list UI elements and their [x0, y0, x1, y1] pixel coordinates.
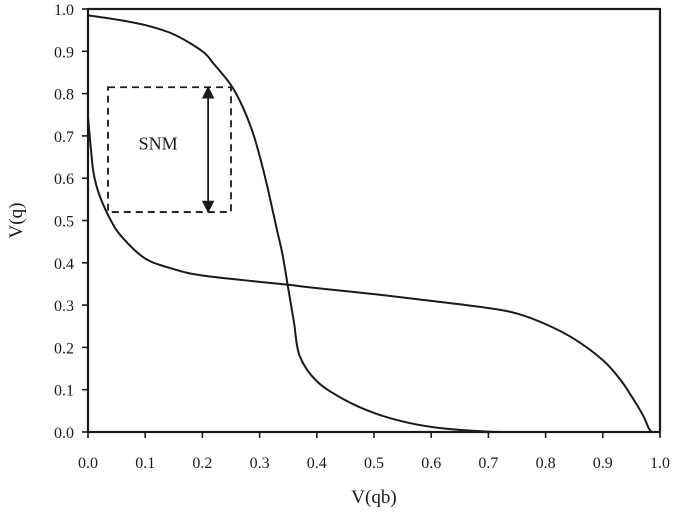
y-tick-label-0: 0.0: [54, 425, 74, 442]
y-tick-label-10: 1.0: [54, 2, 74, 19]
x-tick-label-0: 0.0: [78, 455, 98, 472]
y-tick-label-7: 0.7: [54, 129, 74, 146]
snm-dashed-box: [107, 86, 232, 213]
x-tick-label-10: 1.0: [650, 455, 670, 472]
y-axis-ticks: 0.0 0.1 0.2 0.3 0.4 0.5 0.6 0.7 0.8 0.9 1.0: [54, 2, 88, 442]
x-tick-label-6: 0.6: [421, 455, 441, 472]
curve-1: [87, 14, 506, 433]
plot-area: [86, 7, 662, 434]
x-tick-label-7: 0.7: [478, 455, 498, 472]
x-tick-label-1: 0.1: [135, 455, 155, 472]
y-axis-label: V(q): [6, 203, 27, 239]
x-tick-label-8: 0.8: [536, 455, 556, 472]
plot-frame: [86, 7, 662, 434]
x-tick-label-9: 0.9: [593, 455, 613, 472]
x-tick-label-3: 0.3: [250, 455, 270, 472]
y-tick-label-1: 0.1: [54, 383, 74, 400]
y-tick-label-9: 0.9: [54, 44, 74, 61]
curve-2: [87, 116, 653, 433]
y-tick-label-8: 0.8: [54, 87, 74, 104]
x-axis-ticks: 0.0 0.1 0.2 0.3 0.4 0.5 0.6 0.7 0.8 0.9 1.0: [78, 432, 670, 472]
x-tick-label-5: 0.5: [364, 455, 384, 472]
y-tick-label-4: 0.4: [54, 256, 74, 273]
snm-annotation-label: SNM: [139, 133, 178, 153]
y-tick-label-5: 0.5: [54, 214, 74, 231]
x-tick-label-4: 0.4: [307, 455, 327, 472]
x-axis-label: V(qb): [351, 487, 396, 508]
y-tick-label-2: 0.2: [54, 340, 74, 357]
y-tick-label-6: 0.6: [54, 171, 74, 188]
x-tick-label-2: 0.2: [192, 455, 212, 472]
y-tick-label-3: 0.3: [54, 298, 74, 315]
